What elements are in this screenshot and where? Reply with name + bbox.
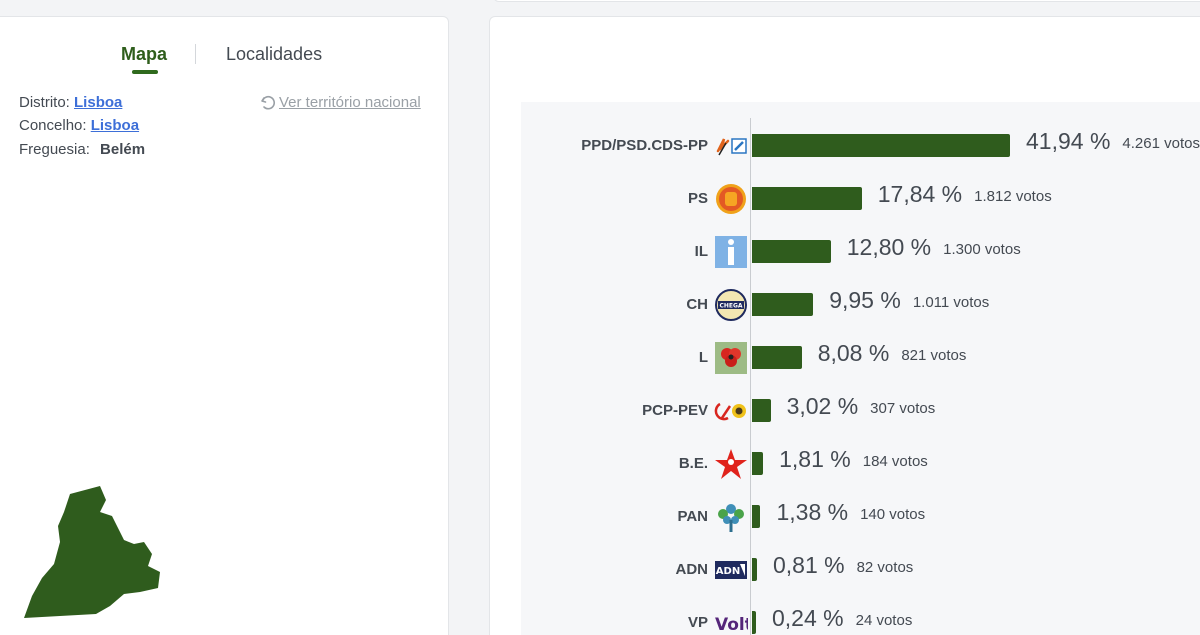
volt-icon: Volt [714,606,748,635]
livre-poppy-icon [714,341,748,375]
tab-divider [195,44,196,64]
pcp-pev-icon [714,394,748,428]
votes-label: 821 votos [901,347,967,364]
svg-text:CHEGA: CHEGA [719,303,742,310]
result-bar [752,187,862,210]
percent-label: 17,84 % [877,181,963,207]
chega-icon: CHEGA [714,288,748,322]
result-row[interactable]: PS 17,84 % 1.812 votos [521,178,1200,218]
be-star-icon [714,447,748,481]
percent-label: 0,81 % [772,552,845,578]
party-name: L [698,349,708,366]
result-bar [752,346,802,369]
result-bar [752,452,764,475]
result-bar [752,399,771,422]
parish-map-shape[interactable] [20,482,162,618]
adn-icon: ADN [714,553,748,587]
percent-label: 9,95 % [829,287,901,313]
result-row[interactable]: IL 12,80 % 1.300 votos [521,231,1200,271]
votes-label: 24 votos [855,612,913,629]
undo-icon [261,95,276,109]
result-bar [752,293,814,316]
party-name: PS [687,190,708,207]
ppd-psd-cds-icon [714,129,748,163]
votes-label: 1.812 votos [974,188,1052,205]
national-link-label: Ver território nacional [279,94,421,111]
party-name: VP [687,614,708,631]
votes-label: 1.300 votos [943,241,1021,258]
parish-row: Freguesia: Belém [19,141,145,158]
district-label: Distrito: [19,94,70,111]
svg-text:ADN: ADN [716,566,740,577]
result-row[interactable]: PCP-PEV 3,02 % 307 votos [521,390,1200,430]
percent-label: 41,94 % [1026,128,1111,154]
percent-label: 8,08 % [817,340,890,366]
result-bar [752,558,757,581]
percent-label: 12,80 % [846,234,932,260]
votes-label: 4.261 votos [1122,135,1200,152]
party-name: IL [694,243,708,260]
result-row[interactable]: PPD/PSD.CDS-PP 41,94 % 4.261 votos [521,125,1200,165]
percent-label: 3,02 % [786,393,859,419]
parish-label: Freguesia: [19,141,90,158]
municipality-row: Concelho: Lisboa [19,117,139,134]
party-name: PCP-PEV [642,402,708,419]
result-row[interactable]: L 8,08 % 821 votos [521,337,1200,377]
il-icon [714,235,748,269]
votes-label: 184 votos [862,453,928,470]
result-row[interactable]: CH CHEGA 9,95 % 1.011 votos [521,284,1200,324]
svg-text:Volt: Volt [715,615,748,635]
national-territory-link[interactable]: Ver território nacional [260,94,421,111]
votes-label: 140 votos [860,506,926,523]
pan-tree-icon [714,500,748,534]
result-row[interactable]: VP Volt 0,24 % 24 votos [521,602,1200,635]
party-name: PAN [677,508,708,525]
result-bar [752,611,756,634]
result-bar [752,240,831,263]
ps-fist-icon [714,182,748,216]
party-name: CH [686,296,708,313]
district-link[interactable]: Lisboa [74,94,123,111]
result-row[interactable]: ADN ADN 0,81 % 82 votos [521,549,1200,589]
municipality-label: Concelho: [19,117,87,134]
party-name: PPD/PSD.CDS-PP [581,137,708,154]
votes-label: 307 votos [870,400,936,417]
chart-axis [750,118,751,635]
municipality-link[interactable]: Lisboa [90,117,140,134]
tab-localities[interactable]: Localidades [226,44,323,64]
percent-label: 1,38 % [776,499,849,525]
district-row: Distrito: Lisboa [19,94,122,111]
parish-value: Belém [100,141,146,158]
result-bar [752,505,761,528]
votes-label: 1.011 votos [912,294,990,311]
party-name: ADN [675,561,709,578]
top-panel-edge [493,0,1200,2]
result-row[interactable]: PAN 1,38 % 140 votos [521,496,1200,536]
result-row[interactable]: B.E. 1,81 % 184 votos [521,443,1200,483]
party-name: B.E. [678,455,708,472]
tab-map[interactable]: Mapa [121,44,168,64]
percent-label: 0,24 % [772,605,844,631]
percent-label: 1,81 % [779,446,851,472]
result-bar [752,134,1010,157]
active-tab-indicator [132,70,158,74]
votes-label: 82 votos [856,559,914,576]
